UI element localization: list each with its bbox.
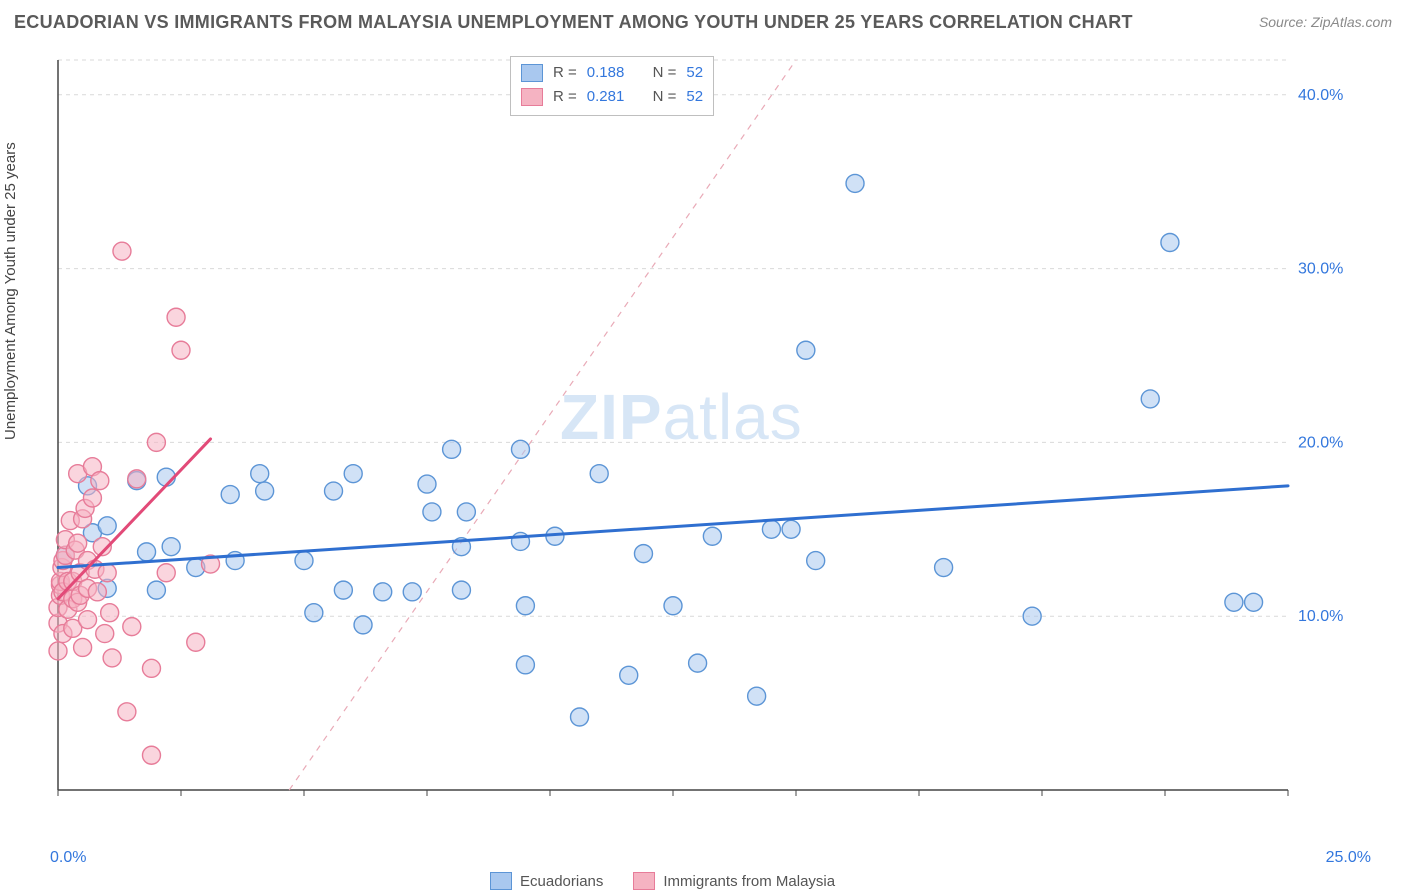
svg-text:10.0%: 10.0% bbox=[1298, 608, 1343, 625]
legend-stat-row: R = 0.281 N = 52 bbox=[521, 85, 703, 109]
legend-series: Ecuadorians Immigrants from Malaysia bbox=[490, 872, 835, 890]
legend-swatch bbox=[521, 64, 543, 82]
legend-item: Immigrants from Malaysia bbox=[633, 872, 835, 890]
source-label: Source: ZipAtlas.com bbox=[1259, 14, 1392, 30]
n-value: 52 bbox=[686, 61, 703, 85]
title-bar: ECUADORIAN VS IMMIGRANTS FROM MALAYSIA U… bbox=[14, 8, 1392, 36]
y-axis-label: Unemployment Among Youth under 25 years bbox=[2, 142, 19, 440]
n-label: N = bbox=[653, 85, 677, 109]
plot-area: 10.0% 20.0% 30.0% 40.0% bbox=[48, 50, 1358, 830]
svg-text:30.0%: 30.0% bbox=[1298, 261, 1343, 278]
r-value: 0.281 bbox=[587, 85, 625, 109]
legend-swatch bbox=[633, 872, 655, 890]
legend-stat-row: R = 0.188 N = 52 bbox=[521, 61, 703, 85]
legend-label: Immigrants from Malaysia bbox=[663, 873, 835, 890]
legend-item: Ecuadorians bbox=[490, 872, 603, 890]
legend-swatch bbox=[521, 88, 543, 106]
legend-stats: R = 0.188 N = 52 R = 0.281 N = 52 bbox=[510, 56, 714, 116]
legend-swatch bbox=[490, 872, 512, 890]
chart-title: ECUADORIAN VS IMMIGRANTS FROM MALAYSIA U… bbox=[14, 12, 1133, 33]
svg-text:40.0%: 40.0% bbox=[1298, 87, 1343, 104]
chart-container: ECUADORIAN VS IMMIGRANTS FROM MALAYSIA U… bbox=[0, 0, 1406, 892]
plot-svg: 10.0% 20.0% 30.0% 40.0% bbox=[48, 50, 1358, 830]
n-value: 52 bbox=[686, 85, 703, 109]
r-label: R = bbox=[553, 85, 577, 109]
svg-text:20.0%: 20.0% bbox=[1298, 434, 1343, 451]
legend-label: Ecuadorians bbox=[520, 873, 603, 890]
x-axis-min-label: 0.0% bbox=[50, 849, 86, 867]
n-label: N = bbox=[653, 61, 677, 85]
r-label: R = bbox=[553, 61, 577, 85]
r-value: 0.188 bbox=[587, 61, 625, 85]
x-axis-max-label: 25.0% bbox=[1326, 849, 1371, 867]
